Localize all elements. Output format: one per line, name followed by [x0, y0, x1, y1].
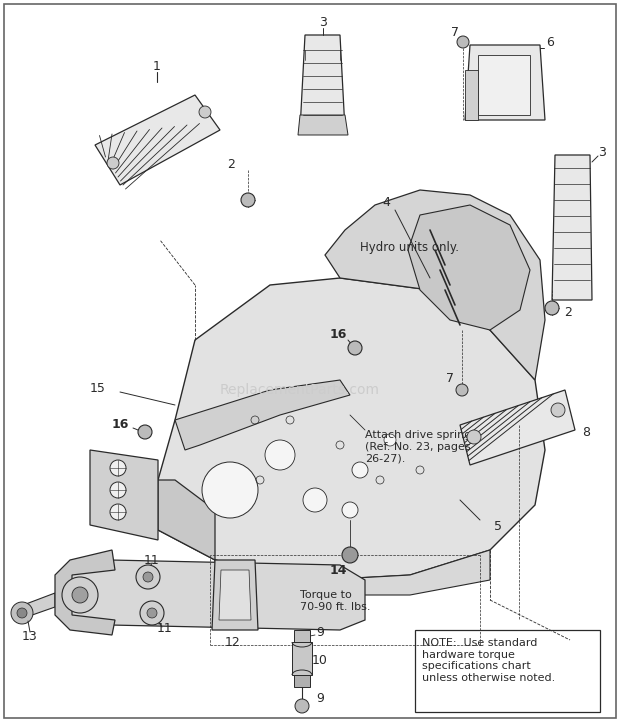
- Text: 10: 10: [312, 653, 328, 666]
- Polygon shape: [465, 45, 545, 120]
- Circle shape: [147, 608, 157, 618]
- Text: NOTE:  Use standard
hardware torque
specifications chart
unless otherwise noted.: NOTE: Use standard hardware torque speci…: [422, 638, 556, 683]
- Text: 2: 2: [227, 159, 235, 172]
- Polygon shape: [90, 450, 158, 540]
- Circle shape: [384, 434, 396, 446]
- Circle shape: [72, 587, 88, 603]
- Circle shape: [342, 547, 358, 563]
- Circle shape: [295, 699, 309, 713]
- Circle shape: [110, 482, 126, 498]
- Polygon shape: [158, 278, 545, 580]
- Text: 11: 11: [157, 622, 173, 635]
- Text: 9: 9: [316, 692, 324, 705]
- Circle shape: [456, 384, 468, 396]
- Text: Attach drive spring,
(Ref. No. 23, pages
26-27).: Attach drive spring, (Ref. No. 23, pages…: [365, 430, 475, 464]
- Polygon shape: [465, 70, 478, 120]
- Text: 13: 13: [22, 630, 38, 643]
- Text: Hydro units only.: Hydro units only.: [360, 241, 459, 254]
- Polygon shape: [460, 390, 575, 465]
- Polygon shape: [408, 205, 530, 330]
- Circle shape: [467, 430, 481, 444]
- Text: 7: 7: [451, 25, 459, 38]
- Circle shape: [110, 504, 126, 520]
- Circle shape: [110, 460, 126, 476]
- Circle shape: [11, 602, 33, 624]
- Text: 9: 9: [316, 627, 324, 640]
- Polygon shape: [55, 550, 115, 635]
- Circle shape: [303, 488, 327, 512]
- Text: 8: 8: [582, 425, 590, 438]
- Polygon shape: [95, 95, 220, 185]
- Circle shape: [457, 36, 469, 48]
- Text: 5: 5: [494, 521, 502, 534]
- Circle shape: [143, 572, 153, 582]
- Text: 16: 16: [112, 419, 129, 432]
- Text: ReplacementParts.com: ReplacementParts.com: [220, 383, 380, 397]
- Polygon shape: [298, 115, 348, 135]
- Circle shape: [342, 502, 358, 518]
- Text: 3: 3: [319, 15, 327, 28]
- Polygon shape: [215, 550, 490, 595]
- Text: 7: 7: [446, 372, 454, 385]
- Polygon shape: [175, 380, 350, 450]
- Circle shape: [17, 608, 27, 618]
- Polygon shape: [158, 480, 215, 560]
- Circle shape: [348, 341, 362, 355]
- Circle shape: [107, 157, 119, 169]
- Circle shape: [62, 577, 98, 613]
- Text: 12: 12: [225, 637, 241, 650]
- Circle shape: [551, 403, 565, 417]
- Circle shape: [138, 425, 152, 439]
- Circle shape: [352, 462, 368, 478]
- Text: 6: 6: [546, 35, 554, 48]
- Text: 1: 1: [153, 61, 161, 74]
- Text: 14: 14: [329, 563, 347, 576]
- Text: 11: 11: [144, 554, 160, 567]
- Text: Torque to
70-90 ft. lbs.: Torque to 70-90 ft. lbs.: [300, 590, 371, 612]
- Text: 4: 4: [382, 196, 390, 209]
- Polygon shape: [292, 642, 312, 675]
- Text: 2: 2: [564, 307, 572, 320]
- Circle shape: [199, 106, 211, 118]
- Polygon shape: [219, 570, 251, 620]
- Polygon shape: [478, 55, 530, 115]
- Polygon shape: [552, 155, 592, 300]
- Circle shape: [140, 601, 164, 625]
- Polygon shape: [294, 630, 310, 642]
- Circle shape: [545, 301, 559, 315]
- Circle shape: [136, 565, 160, 589]
- Circle shape: [202, 462, 258, 518]
- Polygon shape: [294, 675, 310, 687]
- Text: 16: 16: [329, 329, 347, 342]
- Circle shape: [241, 193, 255, 207]
- Polygon shape: [60, 560, 365, 630]
- Polygon shape: [212, 560, 258, 630]
- Polygon shape: [18, 593, 55, 620]
- Polygon shape: [325, 190, 545, 380]
- Polygon shape: [300, 35, 345, 130]
- Circle shape: [265, 440, 295, 470]
- Text: 15: 15: [90, 381, 106, 394]
- Text: 3: 3: [598, 146, 606, 159]
